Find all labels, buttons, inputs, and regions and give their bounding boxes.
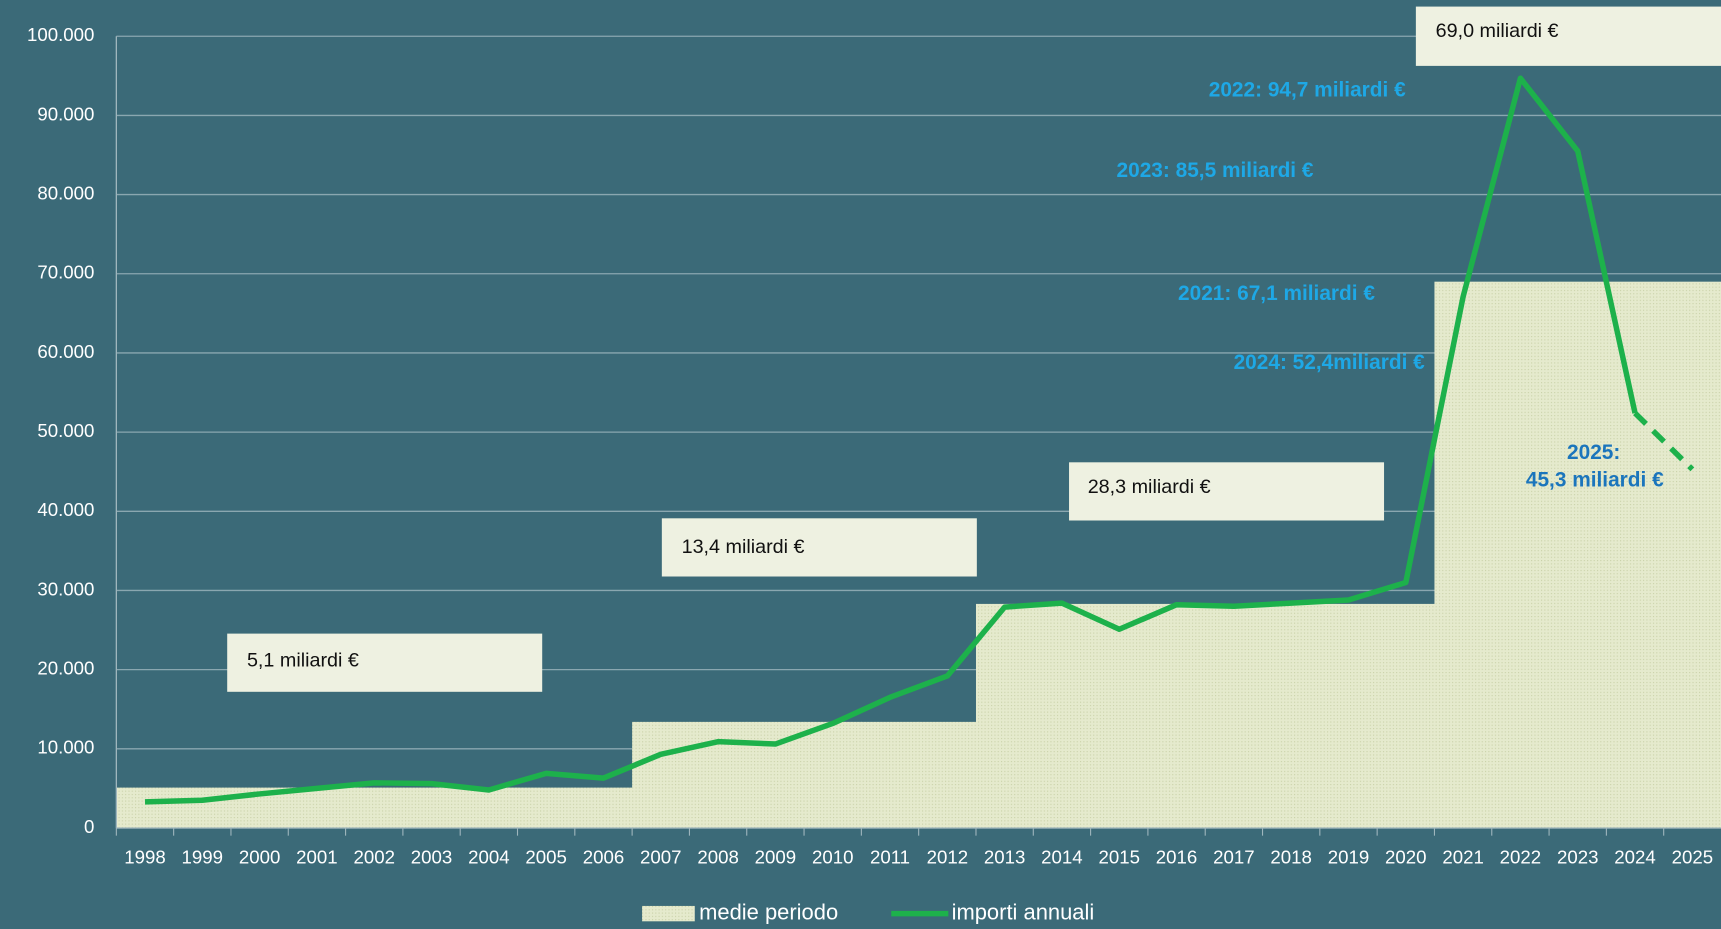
area-layer bbox=[116, 281, 1721, 828]
x-tick-label: 1998 bbox=[124, 847, 166, 868]
x-tick-label: 2005 bbox=[525, 847, 567, 868]
period-area bbox=[689, 721, 748, 828]
period-area bbox=[1033, 603, 1092, 828]
annotation-text: 28,3 miliardi € bbox=[1088, 476, 1211, 498]
y-tick-label: 100.000 bbox=[27, 24, 94, 45]
x-tick-label: 2017 bbox=[1213, 847, 1255, 868]
annotation-label: 45,3 miliardi € bbox=[1526, 468, 1664, 491]
y-tick-label: 10.000 bbox=[37, 737, 94, 758]
legend-label: medie periodo bbox=[699, 899, 838, 924]
x-tick-label: 2014 bbox=[1041, 847, 1083, 868]
y-tick-label: 40.000 bbox=[37, 499, 94, 520]
x-tick-label: 2010 bbox=[812, 847, 854, 868]
x-tick-label: 2019 bbox=[1328, 847, 1370, 868]
period-area bbox=[1434, 281, 1493, 828]
period-area bbox=[402, 787, 461, 828]
x-tick-label: 2008 bbox=[697, 847, 739, 868]
period-area bbox=[861, 721, 920, 828]
period-area bbox=[517, 787, 576, 828]
annotation-label: 2022: 94,7 miliardi € bbox=[1209, 79, 1406, 102]
period-area bbox=[1549, 281, 1607, 828]
x-tick-label: 1999 bbox=[182, 847, 224, 868]
annotation-text: 69,0 miliardi € bbox=[1436, 20, 1559, 42]
x-tick-label: 2006 bbox=[583, 847, 625, 868]
annotation-box bbox=[227, 633, 543, 692]
x-tick-label: 2021 bbox=[1442, 847, 1484, 868]
x-tick-label: 2007 bbox=[640, 847, 682, 868]
period-area bbox=[1147, 603, 1206, 828]
y-tick-label: 50.000 bbox=[37, 420, 94, 441]
x-tick-label: 2012 bbox=[927, 847, 969, 868]
x-tick-label: 2022 bbox=[1500, 847, 1542, 868]
y-tick-label: 20.000 bbox=[37, 658, 94, 679]
annotation-label: 2023: 85,5 miliardi € bbox=[1117, 159, 1314, 182]
y-tick-label: 30.000 bbox=[37, 578, 94, 599]
x-tick-label: 2001 bbox=[296, 847, 338, 868]
annotation-box bbox=[1415, 6, 1721, 66]
x-tick-label: 2015 bbox=[1099, 847, 1141, 868]
period-area bbox=[345, 787, 404, 828]
annotation-label: 2024: 52,4miliardi € bbox=[1234, 351, 1426, 374]
period-area bbox=[632, 721, 690, 828]
period-area bbox=[918, 721, 977, 828]
data-line-dashed bbox=[1633, 411, 1695, 472]
period-area bbox=[1377, 603, 1436, 828]
period-area bbox=[173, 787, 232, 828]
x-tick-label: 2009 bbox=[755, 847, 797, 868]
period-area bbox=[1491, 281, 1550, 828]
x-tick-label: 2000 bbox=[239, 847, 281, 868]
period-area bbox=[1205, 603, 1264, 828]
y-tick-label: 80.000 bbox=[37, 183, 94, 204]
annotation-label: 2021: 67,1 miliardi € bbox=[1178, 282, 1375, 305]
y-tick-label: 0 bbox=[84, 816, 94, 837]
x-tick-label: 2025 bbox=[1672, 847, 1714, 868]
annotation-text: 5,1 miliardi € bbox=[247, 649, 359, 671]
y-tick-label: 70.000 bbox=[37, 262, 94, 283]
x-tick-label: 2020 bbox=[1385, 847, 1427, 868]
data-line bbox=[144, 75, 1638, 805]
annotation-text: 13,4 miliardi € bbox=[682, 536, 805, 558]
x-tick-label: 2011 bbox=[870, 847, 910, 868]
period-area bbox=[1663, 281, 1721, 828]
period-area bbox=[975, 603, 1034, 828]
period-area bbox=[288, 787, 347, 828]
legend-swatch bbox=[642, 905, 695, 922]
period-area bbox=[116, 787, 175, 828]
x-tick-label: 2016 bbox=[1156, 847, 1198, 868]
x-tick-label: 2003 bbox=[411, 847, 453, 868]
period-area bbox=[804, 721, 862, 828]
annotation-box bbox=[1069, 462, 1385, 521]
legend-label: importi annuali bbox=[952, 899, 1095, 924]
period-area bbox=[1319, 603, 1378, 828]
x-tick-label: 2013 bbox=[984, 847, 1026, 868]
annotation-label: 2025: bbox=[1567, 441, 1620, 464]
annotation-box bbox=[661, 518, 977, 577]
x-tick-label: 2024 bbox=[1614, 847, 1656, 868]
y-tick-label: 90.000 bbox=[37, 103, 94, 124]
y-tick-label: 60.000 bbox=[37, 341, 94, 362]
x-tick-label: 2004 bbox=[468, 847, 510, 868]
x-tick-label: 2023 bbox=[1557, 847, 1599, 868]
period-area bbox=[574, 787, 633, 828]
x-tick-label: 2018 bbox=[1270, 847, 1312, 868]
period-area bbox=[1090, 603, 1149, 828]
period-area bbox=[1262, 603, 1321, 828]
x-tick-label: 2002 bbox=[353, 847, 395, 868]
period-area bbox=[1606, 281, 1665, 828]
period-area bbox=[460, 787, 519, 828]
